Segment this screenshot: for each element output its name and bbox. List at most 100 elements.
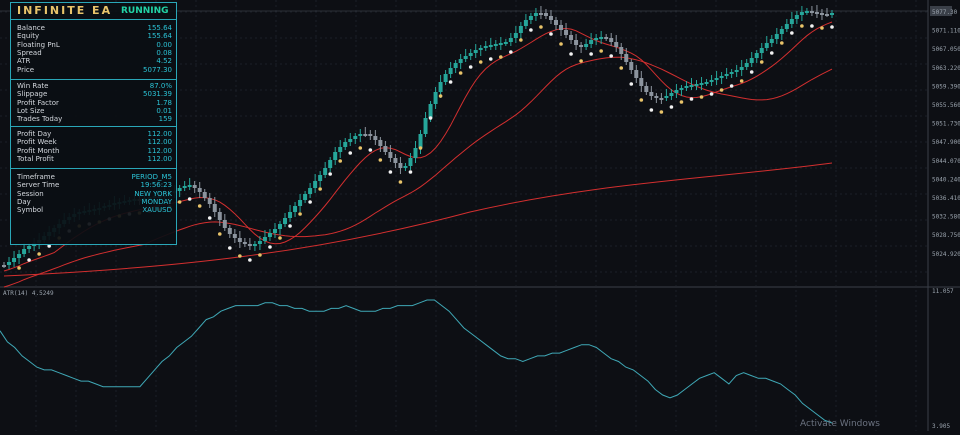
candle — [579, 45, 584, 47]
candle — [774, 34, 779, 39]
signal-marker — [27, 258, 31, 262]
candle — [2, 265, 6, 267]
signal-marker — [438, 94, 443, 98]
price-axis-label: 5071.110 — [932, 28, 960, 35]
candle — [569, 35, 574, 40]
panel-row-label: Profit Week — [17, 138, 57, 147]
candle — [478, 48, 483, 50]
candle — [318, 175, 323, 181]
signal-marker — [669, 105, 674, 109]
candle — [639, 78, 644, 86]
candle — [664, 96, 669, 98]
indicator-axis-top: 11.057 — [932, 288, 954, 295]
candle — [458, 59, 463, 63]
candle — [759, 48, 764, 53]
panel-row-label: Spread — [17, 48, 42, 57]
signal-marker — [408, 170, 413, 174]
candle — [744, 63, 749, 67]
signal-marker — [569, 52, 573, 56]
panel-row: Lot Size 0.01 — [17, 107, 172, 116]
panel-row-value: 112.00 — [147, 138, 173, 147]
signal-marker — [338, 159, 343, 163]
candle — [704, 82, 709, 84]
atr-line — [0, 299, 833, 424]
candle — [594, 38, 599, 40]
panel-row-value: 19:56:23 — [140, 181, 172, 190]
panel-row: Total Profit 112.00 — [17, 155, 172, 164]
candle — [207, 198, 212, 204]
candle — [177, 188, 182, 191]
panel-row: Profit Factor 1.78 — [17, 99, 172, 108]
panel-row-label: Slippage — [17, 90, 48, 99]
panel-row-label: Timeframe — [17, 173, 55, 181]
signal-marker — [418, 146, 423, 150]
candle — [398, 163, 403, 168]
panel-row-value: 4.52 — [156, 57, 172, 66]
panel-row-value: 5077.30 — [143, 65, 172, 74]
panel-row-value: 112.00 — [147, 130, 173, 138]
candle — [237, 238, 242, 242]
ea-title: INFINITE EA — [17, 4, 113, 17]
candle — [202, 192, 207, 198]
signal-marker — [749, 70, 754, 74]
candle — [694, 84, 699, 86]
panel-row: Price 5077.30 — [17, 66, 172, 75]
candle — [513, 33, 518, 38]
candle — [784, 24, 789, 29]
panel-row-label: ATR — [17, 57, 31, 66]
signal-marker — [308, 200, 312, 204]
signal-marker — [609, 54, 613, 58]
candle — [222, 220, 227, 228]
signal-marker — [719, 88, 724, 92]
signal-marker — [820, 26, 824, 30]
indicator-label: ATR(14) 4.5249 — [3, 290, 54, 297]
candle — [192, 185, 197, 188]
panel-row: Symbol XAUUSD — [17, 206, 172, 215]
panel-row-label: Equity — [17, 32, 40, 41]
panel-row: Balance 155.64 — [17, 24, 172, 33]
candle — [27, 246, 32, 249]
panel-row-value: 0.01 — [156, 106, 172, 115]
candle — [498, 43, 503, 45]
panel-row-value: 0.08 — [156, 48, 172, 57]
panel-row-label: Lot Size — [17, 106, 45, 115]
signal-marker — [378, 158, 383, 162]
price-axis-label: 5063.220 — [932, 65, 960, 72]
price-axis-label: 5055.560 — [932, 102, 960, 109]
candle — [272, 229, 277, 233]
panel-row-value: 112.00 — [147, 154, 173, 163]
candle — [473, 50, 478, 53]
candle — [624, 54, 629, 62]
candle — [599, 37, 604, 39]
candle — [559, 25, 564, 30]
signal-marker — [268, 245, 272, 249]
signal-marker — [328, 172, 332, 176]
candle — [764, 43, 769, 48]
price-axis-label: 5036.410 — [932, 195, 960, 202]
candle — [699, 83, 704, 85]
panel-row-value: 87.0% — [149, 82, 172, 90]
candle — [584, 44, 589, 47]
candle — [7, 262, 12, 265]
signal-marker — [649, 108, 654, 112]
panel-row-value: PERIOD_M5 — [131, 173, 172, 181]
candle — [328, 160, 333, 168]
candle — [338, 147, 343, 152]
candle — [538, 13, 543, 15]
candle — [669, 93, 674, 96]
candle — [714, 78, 719, 80]
candle — [293, 206, 298, 212]
candle — [779, 29, 784, 34]
candle — [679, 88, 684, 90]
candle — [629, 62, 634, 70]
signal-marker — [197, 204, 202, 208]
candle — [443, 74, 448, 82]
candle — [589, 40, 594, 44]
candle — [438, 82, 443, 92]
candle — [333, 152, 338, 160]
signal-marker — [509, 50, 513, 54]
panel-row-label: Day — [17, 197, 31, 206]
candle — [197, 188, 202, 192]
candle — [418, 134, 423, 148]
candle — [734, 70, 739, 72]
